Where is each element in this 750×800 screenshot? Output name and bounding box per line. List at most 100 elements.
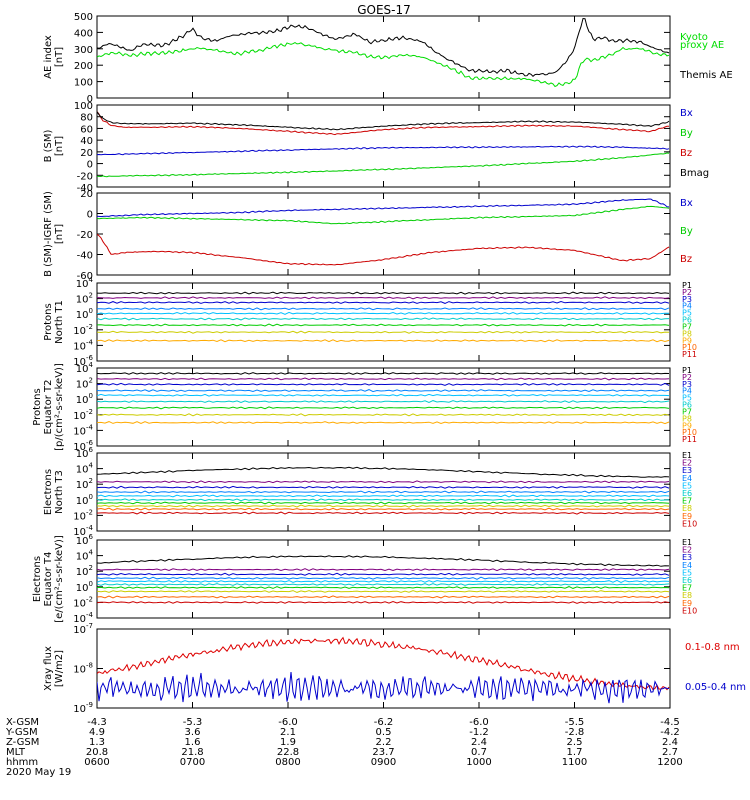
series-line-e6 <box>97 583 670 586</box>
footer-value: 4.9 <box>89 727 105 738</box>
y-tick-label: 102 <box>76 292 93 306</box>
y-tick-label: -40 <box>77 183 93 194</box>
legend-label: P8 <box>682 414 692 423</box>
y-tick-exponent: 2 <box>89 292 93 300</box>
series-line-e2 <box>97 568 670 572</box>
panel-frame <box>96 282 671 362</box>
y-tick-exponent: 2 <box>89 477 93 485</box>
ephemeris-footer: X-GSM -4.3 -5.3 -6.0 -6.2 -6.0 -5.5 -4.5 Y-GSM 4.… <box>5 717 683 778</box>
y-tick-label: 104 <box>76 276 94 290</box>
y-axis-label: Electrons <box>43 469 54 515</box>
legend-label: P7 <box>682 322 692 331</box>
footer-date: 2020 May 19 <box>6 767 71 778</box>
series-line-e7 <box>97 501 670 505</box>
legend-label: E10 <box>682 519 697 528</box>
footer-value: 22.8 <box>277 747 299 758</box>
y-tick-exponent: 4 <box>89 276 94 284</box>
series-line-p7 <box>97 406 670 410</box>
series-line-p3 <box>97 382 670 386</box>
y-tick-label: 102 <box>76 564 93 578</box>
series-line-bx <box>97 198 670 218</box>
y-tick-exponent: 6 <box>89 533 94 541</box>
series-line-by <box>97 152 670 178</box>
series-line-p7 <box>97 323 670 327</box>
series-line-p2 <box>97 296 670 300</box>
footer-value: 1.9 <box>280 737 296 748</box>
series-line-e1 <box>97 555 670 567</box>
series-line-bz <box>97 233 670 266</box>
legend-label: Themis AE <box>679 70 733 81</box>
y-tick-label: 10-7 <box>73 622 93 636</box>
y-axis-label: [p/(cm²-s-sr-keV)] <box>54 363 65 451</box>
footer-value: 0.5 <box>376 727 392 738</box>
legend-label: P7 <box>682 407 692 416</box>
legend-label: P10 <box>682 428 697 437</box>
series-line-p8 <box>97 413 670 417</box>
series-line-e8 <box>97 590 670 593</box>
y-tick-exponent: -4 <box>86 423 94 431</box>
y-tick-label: 100 <box>76 307 93 321</box>
footer-value: 1000 <box>466 757 491 768</box>
y-tick-label: 106 <box>76 533 94 547</box>
y-tick-label: 104 <box>76 361 94 375</box>
footer-value: 0800 <box>275 757 300 768</box>
legend-label: E1 <box>682 451 692 460</box>
series-line-0-05-0-4-nm <box>97 672 670 704</box>
y-tick-exponent: -7 <box>86 622 93 630</box>
y-tick-label: 102 <box>76 377 93 391</box>
y-tick-label: -20 <box>77 171 93 182</box>
legend-label: P6 <box>682 401 692 410</box>
footer-value: 3.6 <box>185 727 201 738</box>
series-line-bmag <box>97 111 670 131</box>
legend-label: E5 <box>682 481 692 490</box>
y-tick-exponent: -8 <box>86 662 93 670</box>
legend-label: P9 <box>682 336 692 345</box>
y-axis-label: Protons <box>32 388 43 425</box>
panel-frame <box>96 192 671 276</box>
y-tick-exponent: -6 <box>86 354 94 362</box>
footer-value: 2.1 <box>280 727 296 738</box>
y-tick-label: 104 <box>76 462 94 476</box>
y-tick-exponent: -2 <box>86 595 93 603</box>
legend-label: P3 <box>682 295 692 304</box>
legend-label: E10 <box>682 606 697 615</box>
y-tick-label: 100 <box>76 392 93 406</box>
series-line-p5 <box>97 393 670 397</box>
series-line-p3 <box>97 300 670 304</box>
footer-value: 2.4 <box>471 737 487 748</box>
y-tick-label: 100 <box>74 78 93 89</box>
footer-value: 20.8 <box>86 747 108 758</box>
footer-value: 23.7 <box>372 747 394 758</box>
series-line-e1 <box>97 466 670 478</box>
y-tick-label: 0 <box>87 210 93 221</box>
y-axis-label: Equator T2 <box>43 380 54 435</box>
y-tick-label: 80 <box>80 113 93 124</box>
y-tick-exponent: -9 <box>86 701 93 709</box>
legend-label: P4 <box>682 387 692 396</box>
y-tick-label: 10-2 <box>73 408 93 422</box>
panel-8: 10-9 10-8 10-7 Xray flux [W/m2] 0.1-0.8 nm 0.0… <box>43 622 746 715</box>
series-line-e6 <box>97 498 670 502</box>
y-tick-label: 100 <box>74 101 93 112</box>
y-tick-label: 0 <box>87 94 93 105</box>
legend-label: Bmag <box>680 168 709 179</box>
footer-value: -6.0 <box>469 717 489 728</box>
footer-value: 2.5 <box>567 737 583 748</box>
series-line-e3 <box>97 485 670 489</box>
plot-title: GOES-17 <box>357 3 411 17</box>
series-line-p9 <box>97 421 670 425</box>
legend-label: 0.05-0.4 nm <box>685 682 746 693</box>
series-line-p6 <box>97 317 670 321</box>
legend-label: E2 <box>682 546 692 555</box>
legend-label: Bz <box>680 148 692 159</box>
y-tick-label: 200 <box>74 61 93 72</box>
legend-label: P9 <box>682 421 692 430</box>
y-axis-label: North T1 <box>54 300 65 344</box>
legend-label: E3 <box>682 466 692 475</box>
series-line-e4 <box>97 576 670 580</box>
series-line-by <box>97 205 670 225</box>
